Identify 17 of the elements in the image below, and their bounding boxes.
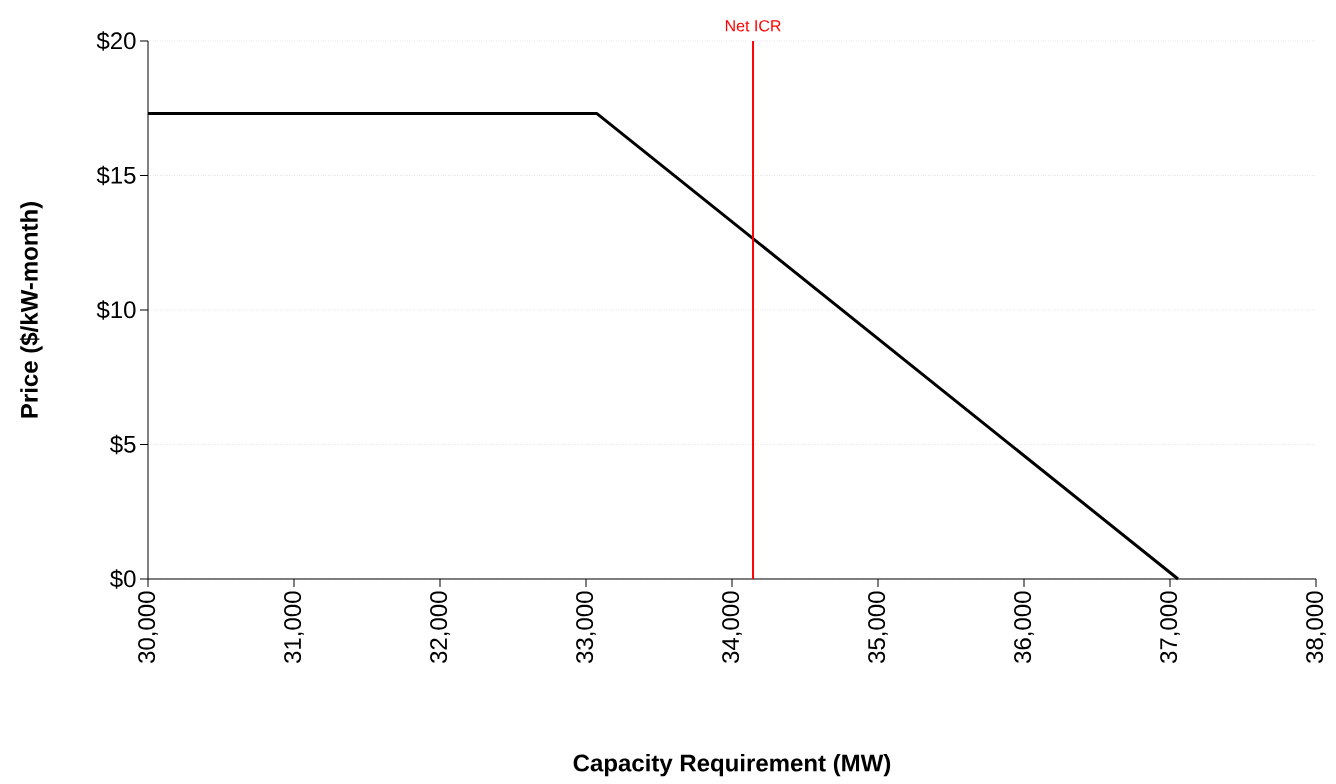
y-tick-label: $15 bbox=[96, 165, 136, 186]
y-tick-label: $10 bbox=[96, 300, 136, 320]
x-axis-title: Capacity Requirement (MW) bbox=[573, 753, 891, 777]
x-tick-label: 30,000 bbox=[138, 591, 158, 664]
x-tick-label: 34,000 bbox=[722, 591, 742, 664]
x-tick-label: 36,000 bbox=[1014, 591, 1034, 664]
x-tick-label: 31,000 bbox=[284, 591, 304, 664]
x-tick-label: 37,000 bbox=[1160, 591, 1180, 664]
y-tick-label: $20 bbox=[96, 31, 136, 51]
x-tick-label: 38,000 bbox=[1306, 591, 1326, 664]
x-tick-label: 32,000 bbox=[430, 591, 450, 664]
x-tick-label: 33,000 bbox=[576, 591, 596, 664]
y-axis-title: Price ($/kW-month) bbox=[19, 202, 43, 418]
x-tick-label: 35,000 bbox=[868, 591, 888, 664]
y-tick-label: $0 bbox=[110, 569, 136, 589]
y-tick-label: $5 bbox=[110, 434, 136, 455]
ref-line-label: Net ICR bbox=[725, 20, 781, 32]
